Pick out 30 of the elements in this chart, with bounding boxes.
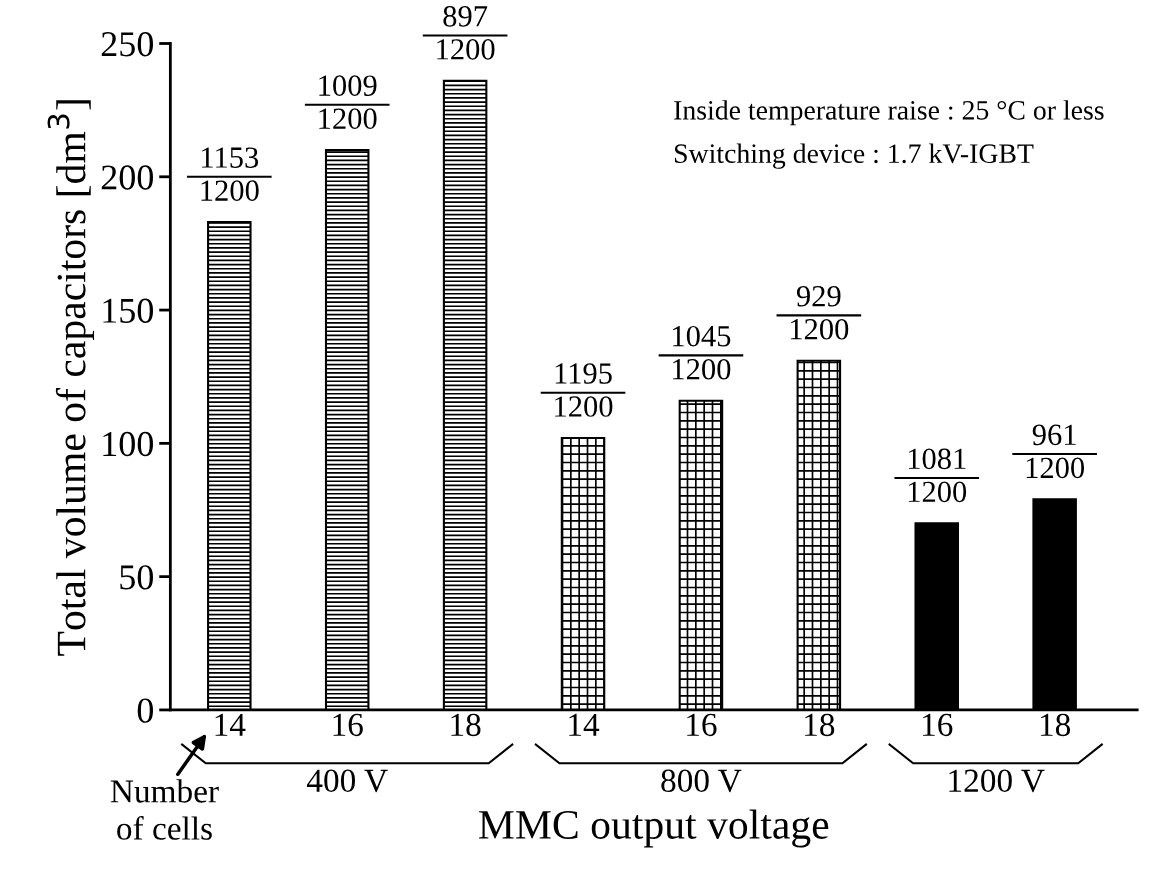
x-tick-label: 18 xyxy=(805,713,835,737)
x-axis-title: MMC output voltage xyxy=(479,809,829,848)
annotation: 1045 1200 xyxy=(673,325,731,380)
x-tick-label: 14 xyxy=(215,713,246,736)
text: Number of cells xyxy=(110,779,219,840)
x-tick-label: 16 xyxy=(923,713,953,737)
annotation: 1153 1200 xyxy=(201,147,259,201)
y-tick-label: 100 xyxy=(103,431,153,457)
text: 400 V xyxy=(306,769,388,793)
annotation: 1081 1200 xyxy=(908,448,967,503)
x-tick-label: 18 xyxy=(1040,713,1071,737)
annotation: 897 1200 xyxy=(437,6,495,60)
annotation: Switching device : 1.7 kV-IGBT xyxy=(674,143,1034,169)
annotation: 1195 1200 xyxy=(555,363,613,417)
annotation: 929 1200 xyxy=(790,285,849,340)
y-tick-label: 200 xyxy=(101,165,153,190)
y-tick-label: 250 xyxy=(101,32,153,57)
y-tick-label: 0 xyxy=(137,698,153,723)
y-tick-label: 150 xyxy=(103,298,153,323)
x-tick-label: 16 xyxy=(333,713,363,737)
x-tick-label: 16 xyxy=(687,713,717,737)
annotation: 1009 1200 xyxy=(319,75,377,129)
text: 1200 V xyxy=(949,769,1045,793)
text: 800 V xyxy=(661,769,742,793)
annotation: 961 1200 xyxy=(1026,424,1085,479)
annotation: Inside temperature raise : 25 °C or less xyxy=(674,100,1104,126)
y-tick-label: 50 xyxy=(120,565,153,590)
x-tick-label: 14 xyxy=(569,713,600,736)
x-tick-label: 18 xyxy=(451,713,481,737)
y-axis-title: Total volume of capacitors [dm$^{3}$] xyxy=(47,100,95,656)
